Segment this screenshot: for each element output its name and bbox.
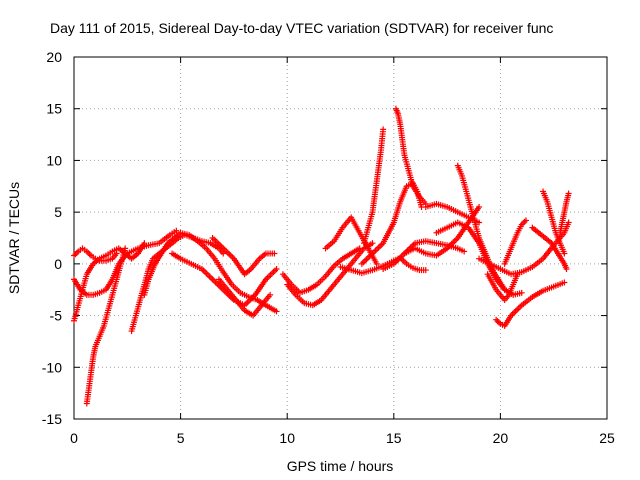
x-tick-label: 5 [177,430,185,446]
y-tick-label: 20 [46,49,62,65]
y-tick-label: 0 [54,256,62,272]
data-point [273,308,280,315]
y-tick-label: 10 [46,152,62,168]
data-point [141,240,148,247]
series-arc-z [540,188,568,257]
series-arc-f [141,229,280,315]
data-point [86,251,93,258]
data-point [565,190,572,197]
data-marks [71,105,572,407]
data-point [72,251,79,258]
series-arc-x [501,217,529,267]
series-arc-s [422,200,483,226]
data-point [380,126,387,133]
series-arc-j [279,245,363,296]
x-tick-label: 15 [386,430,402,446]
series-arc-w [493,279,568,329]
x-tick-label: 0 [70,430,78,446]
data-point [521,218,528,225]
y-tick-label: 15 [46,101,62,117]
grid [74,57,607,419]
axis-ticks: 0 5 10 15 20 25 -15 -10 -5 0 5 10 15 20 [42,49,615,446]
data-point [85,249,92,256]
y-axis-label: SDTVAR / TECUs [6,182,22,294]
series-arc-c [71,240,148,324]
series-arc-h [209,235,278,278]
data-point [561,250,568,257]
data-point [422,267,429,274]
data-point [73,249,80,256]
x-axis-label: GPS time / hours [287,458,394,474]
chart-title: Day 111 of 2015, Sidereal Day-to-day VTE… [50,20,553,36]
series-arc-k [284,240,376,309]
data-point [561,279,568,286]
y-tick-label: -5 [50,308,63,324]
data-point [273,266,280,273]
series-arc-l [322,214,380,267]
data-point [220,250,227,257]
series-arc-m [360,126,387,247]
data-point [494,318,501,325]
data-point [267,291,274,298]
data-point [122,245,129,252]
plot-frame [73,56,608,420]
data-point [563,266,570,273]
data-point [173,227,180,234]
series-arc-v [484,271,521,304]
series-arc-i [215,276,274,319]
series-arc-a [71,227,180,298]
data-point [493,316,500,323]
data-point [271,250,278,257]
y-tick-label: -15 [42,411,62,427]
x-tick-label: 10 [279,430,295,446]
data-point [369,240,376,247]
y-tick-label: -10 [42,359,62,375]
data-point [565,219,572,226]
series-arc-p [392,105,429,207]
data-point [461,248,468,255]
data-point [518,289,525,296]
data-point [71,252,77,259]
y-tick-label: 5 [54,204,62,220]
data-point [476,203,483,210]
x-tick-label: 20 [493,430,509,446]
series-arc-d [83,245,129,407]
series-arc-ab [557,190,572,236]
x-tick-label: 25 [599,430,615,446]
series-arc-aa [529,224,570,273]
data-point [522,217,529,224]
